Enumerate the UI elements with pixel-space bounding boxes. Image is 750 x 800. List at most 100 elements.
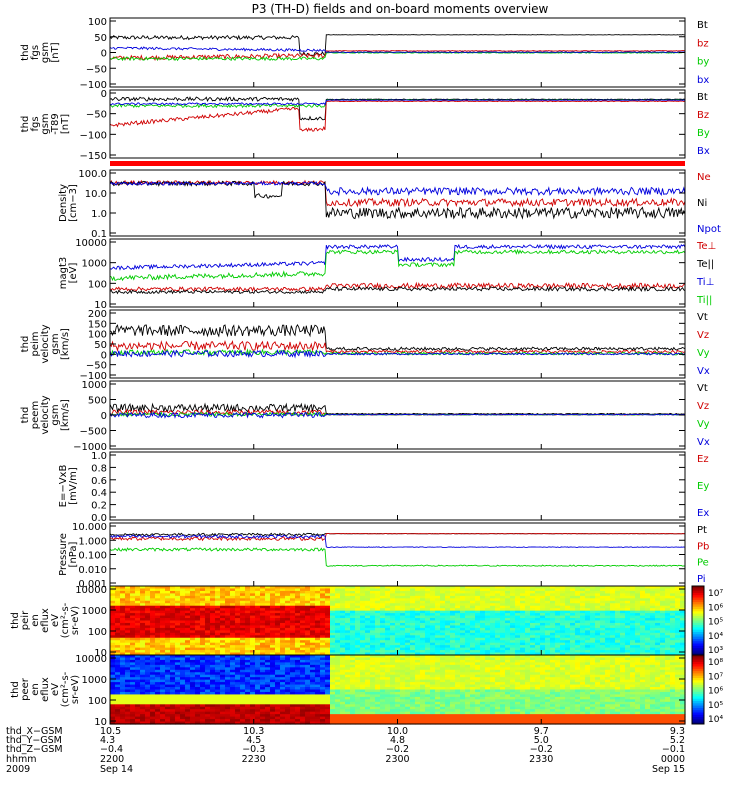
fgs-t89-ytick-label: −100 bbox=[80, 130, 107, 141]
peir-spectrogram-colorbar-label: 10³ bbox=[708, 646, 723, 656]
x-axis-tick-z_gsm: −0.3 bbox=[242, 744, 265, 755]
x-axis-row-label: 2009 bbox=[6, 764, 30, 775]
pressure-ytick-label: 1.000 bbox=[78, 536, 107, 547]
panel-peir-spectrogram: 10⁷ 10⁶ 10⁵ 10⁴ 10³ 10000 1000 100 10 thd peir en ef… bbox=[10, 585, 723, 659]
peir-spectrogram-ylabel-line: en bbox=[30, 614, 41, 627]
fgs-ytick-label: 0 bbox=[101, 49, 107, 60]
density-legend-1: Ni bbox=[697, 198, 707, 209]
fgs-ytick-label: −100 bbox=[80, 80, 107, 91]
efield-ytick-label: 0.8 bbox=[91, 463, 107, 474]
peer-spectrogram-ytick-label: 10000 bbox=[75, 654, 107, 665]
peer-spectrogram-ylabel-line: en bbox=[30, 683, 41, 696]
x-axis-tick-date: Sep 14 bbox=[100, 764, 133, 775]
panel-fgs-t89: 0 −50 −100 −150 thd fgs gsm -T89 [nT] Bt Bz By Bx bbox=[20, 89, 710, 162]
pressure-frame bbox=[109, 522, 686, 587]
fgs-ylabel-line: thd bbox=[20, 44, 31, 61]
temperature-ylabel-line: [eV] bbox=[68, 263, 79, 284]
pressure-ylabel-line: [nPa] bbox=[68, 541, 79, 567]
density-series-0 bbox=[109, 179, 686, 208]
panel-density: 100.0 10.0 1.0 0.1 Density [cm−3] Ne Ni Npot bbox=[58, 169, 721, 240]
peer-spectrogram-ylabel-line: eflux bbox=[40, 677, 51, 702]
x-axis-row-label: thd_X−GSM bbox=[6, 726, 63, 737]
fgs-t89-legend-3: Bx bbox=[697, 146, 710, 157]
fgs-t89-legend-2: By bbox=[697, 128, 710, 139]
x-axis-tick-y_gsm: 4.5 bbox=[246, 735, 261, 746]
x-axis-tick-x_gsm: 10.3 bbox=[243, 726, 264, 737]
peim-velocity-ytick-label: 150 bbox=[88, 319, 107, 330]
fgs-t89-ytick-label: −150 bbox=[80, 151, 107, 162]
x-axis-tick-y_gsm: 4.8 bbox=[390, 735, 405, 746]
temperature-legend-3: Ti|| bbox=[696, 295, 712, 306]
peim-velocity-ytick-label: 50 bbox=[94, 340, 107, 351]
peim-velocity-ytick-label: 0 bbox=[101, 350, 107, 361]
peir-spectrogram-ylabel-line: sr-eV) bbox=[70, 606, 81, 635]
peer-spectrogram-colorbar-label: 10⁷ bbox=[708, 672, 723, 682]
peim-velocity-ytick-label: −50 bbox=[86, 361, 107, 372]
pressure-ytick-label: 0.100 bbox=[78, 551, 107, 562]
fgs-ylabel-line: fgs bbox=[30, 45, 41, 60]
peem-velocity-series-0 bbox=[109, 402, 686, 415]
peer-spectrogram-ylabel-line: sr-eV) bbox=[70, 675, 81, 704]
fgs-t89-ylabel-line: fgs bbox=[30, 116, 41, 131]
x-axis-tick-z_gsm: −0.2 bbox=[386, 744, 409, 755]
density-legend-2: Npot bbox=[697, 224, 721, 235]
peem-velocity-ytick-label: −500 bbox=[80, 427, 107, 438]
peim-velocity-series-0 bbox=[109, 324, 686, 352]
peim-velocity-legend-3: Vx bbox=[697, 366, 710, 377]
density-series-1 bbox=[109, 179, 686, 220]
peem-velocity-ylabel-line: [km/s] bbox=[60, 399, 71, 431]
peer-spectrogram-ylabel-line: peer bbox=[20, 677, 31, 701]
fgs-ytick-label: 100 bbox=[88, 17, 107, 28]
mode-bar bbox=[110, 161, 685, 166]
panel-fgs: 100 50 0 −50 −100 thd fgs gsm [nT] Bt bz by bx bbox=[20, 17, 709, 91]
efield-ytick-label: 1.0 bbox=[91, 451, 107, 462]
fgs-series-3 bbox=[109, 46, 686, 54]
peem-velocity-legend-0: Vt bbox=[697, 383, 708, 394]
peim-velocity-ytick-label: 200 bbox=[88, 309, 107, 320]
fgs-series-0 bbox=[109, 34, 686, 57]
peem-velocity-ylabel-line: gsm bbox=[50, 404, 61, 425]
x-axis-tick-date: Sep 15 bbox=[652, 764, 685, 775]
efield-ylabel-line: E=−VxB bbox=[58, 465, 69, 508]
peer-spectrogram-ytick-label: 10 bbox=[94, 717, 107, 728]
x-axis-tick-hhmm: 2300 bbox=[385, 754, 409, 765]
x-axis-tick-hhmm: 2200 bbox=[100, 754, 124, 765]
pressure-legend-2: Pe bbox=[697, 558, 709, 569]
peir-spectrogram-cells bbox=[110, 586, 686, 656]
peer-spectrogram-ylabel-line: (cm²-s- bbox=[60, 671, 71, 707]
density-series-2 bbox=[109, 180, 686, 197]
efield-legend-0: Ez bbox=[697, 454, 709, 465]
peer-spectrogram-ytick-label: 100 bbox=[88, 696, 107, 707]
peem-velocity-ytick-label: −1000 bbox=[73, 442, 107, 453]
efield-ytick-label: 0.6 bbox=[91, 476, 107, 487]
peim-velocity-ylabel-line: gsm bbox=[50, 333, 61, 354]
fgs-t89-ylabel-line: -T89 bbox=[50, 113, 61, 135]
peem-velocity-ylabel-line: peem bbox=[30, 401, 41, 429]
x-axis-row-label: thd_Z−GSM bbox=[6, 744, 63, 755]
temperature-ylabel-line: magt3 bbox=[58, 257, 69, 290]
fgs-t89-ylabel-line: [nT] bbox=[60, 114, 71, 134]
temperature-series-1 bbox=[109, 285, 686, 295]
temperature-series-3 bbox=[109, 248, 686, 282]
efield-ylabel-line: [mV/m] bbox=[68, 467, 79, 505]
pressure-ytick-label: 0.010 bbox=[78, 565, 107, 576]
pressure-legend-3: Pi bbox=[697, 574, 706, 585]
peem-velocity-legend-3: Vx bbox=[697, 437, 710, 448]
peim-velocity-legend-0: Vt bbox=[697, 312, 708, 323]
fgs-t89-ylabel-line: thd bbox=[20, 116, 31, 133]
peem-velocity-ylabel-line: velocity bbox=[40, 395, 51, 434]
peim-velocity-legend-1: Vz bbox=[697, 330, 709, 341]
peir-spectrogram-ytick-label: 10000 bbox=[75, 585, 107, 596]
x-axis-tick-z_gsm: −0.1 bbox=[662, 744, 685, 755]
fgs-series-1 bbox=[109, 50, 686, 62]
fgs-t89-legend-0: Bt bbox=[697, 92, 708, 103]
fgs-t89-series-0 bbox=[109, 96, 686, 121]
panel-temperature: 10000 1000 100 10 magt3 [eV] Te⊥ Te|| Ti⊥ Ti|| bbox=[58, 238, 716, 311]
density-ylabel-line: [cm−3] bbox=[68, 184, 79, 222]
x-axis-tick-z_gsm: −0.2 bbox=[530, 744, 553, 755]
peer-spectrogram-colorbar-label: 10⁵ bbox=[708, 701, 723, 711]
peir-spectrogram-ylabel-line: eflux bbox=[40, 608, 51, 633]
pressure-series-3 bbox=[109, 534, 686, 548]
density-ytick-label: 0.1 bbox=[91, 229, 107, 240]
